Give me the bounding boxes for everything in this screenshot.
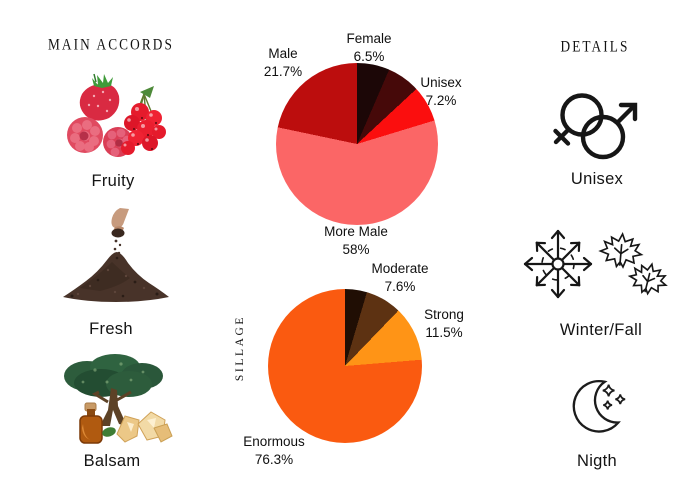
details-header: DETAILS <box>560 38 630 57</box>
crescent-moon-stars-icon <box>572 380 626 433</box>
pie-label-more-male: More Male 58% <box>324 224 388 257</box>
fresh-soil-image <box>63 208 169 302</box>
gender-pie-chart <box>276 63 438 225</box>
accord-label-fresh: Fresh <box>89 320 133 338</box>
main-accords-header: MAIN ACCORDS <box>48 36 174 55</box>
detail-label-night: Nigth <box>576 452 618 470</box>
pie-label-strong: Strong 11.5% <box>424 307 464 340</box>
maple-leaf-icon <box>598 232 644 269</box>
snowflake-icon <box>523 229 593 299</box>
sillage-pie-chart <box>268 289 422 443</box>
maple-leaf-icon <box>627 262 668 296</box>
accord-label-fruity: Fruity <box>91 172 135 190</box>
pie-label-male: Male 21.7% <box>263 46 303 79</box>
pie-label-enormous: Enormous 76.3% <box>243 434 305 467</box>
pie-label-moderate: Moderate 7.6% <box>371 261 429 294</box>
balsam-tree-image <box>64 354 173 444</box>
female-male-interlocked-icon <box>553 93 638 160</box>
pie-label-female: Female 6.5% <box>346 31 392 64</box>
pie-label-unisex: Unisex 7.2% <box>420 75 462 108</box>
snowflake-maple-leaves-icon <box>523 229 668 299</box>
detail-label-winter-fall: Winter/Fall <box>559 321 643 339</box>
accord-label-balsam: Balsam <box>83 452 141 470</box>
fruity-berries-image <box>67 73 166 157</box>
detail-label-unisex: Unisex <box>570 170 624 188</box>
sillage-axis-label: SILLAGE <box>234 314 246 382</box>
